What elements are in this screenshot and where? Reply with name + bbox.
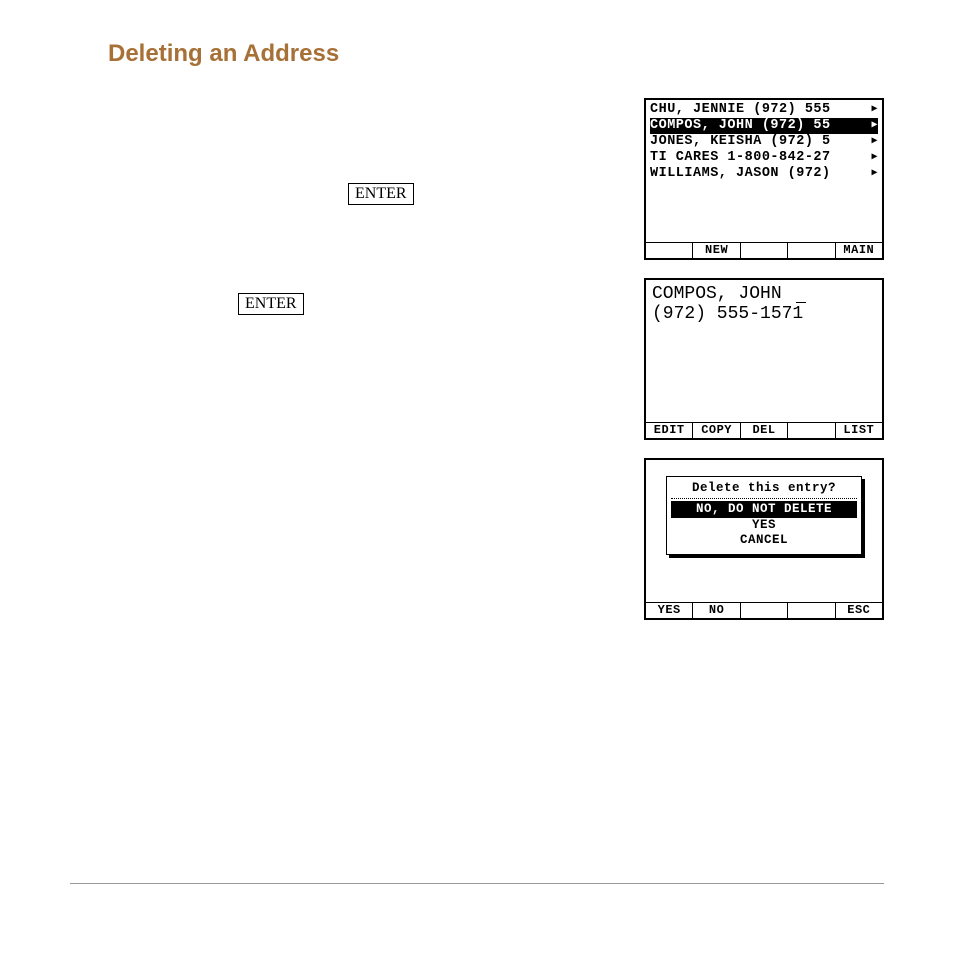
confirm-dialog: Delete this entry? NO, DO NOT DELETE YES… <box>666 476 862 555</box>
list-row[interactable]: JONES, KEISHA (972) 5 ▶ <box>650 134 878 150</box>
list-row[interactable]: COMPOS, JOHN (972) 55 ▶ <box>650 118 878 134</box>
menu-no[interactable]: NO <box>693 603 740 618</box>
screen1-body: CHU, JENNIE (972) 555 ▶ COMPOS, JOHN (97… <box>646 100 882 182</box>
menu-list[interactable]: LIST <box>836 423 882 438</box>
detail-phone: (972) 555-1571 <box>652 304 876 324</box>
enter-key-2-wrap: ENTER <box>238 293 304 315</box>
screen-address-detail: COMPOS, JOHN (972) 555-1571 EDIT COPY DE… <box>644 278 884 440</box>
row-text: TI CARES 1-800-842-27 <box>650 150 870 166</box>
menu-del[interactable]: DEL <box>741 423 788 438</box>
row-text: WILLIAMS, JASON (972) <box>650 166 870 182</box>
row-text: JONES, KEISHA (972) 5 <box>650 134 870 150</box>
enter-key: ENTER <box>348 183 414 205</box>
screens-column: CHU, JENNIE (972) 555 ▶ COMPOS, JOHN (97… <box>644 98 884 620</box>
detail-text: COMPOS, JOHN (972) 555-1571 <box>646 280 882 324</box>
scroll-arrow-icon: ▶ <box>870 102 878 118</box>
footer-rule <box>70 883 884 884</box>
enter-key: ENTER <box>238 293 304 315</box>
screen-address-list: CHU, JENNIE (972) 555 ▶ COMPOS, JOHN (97… <box>644 98 884 260</box>
cursor-underline <box>796 302 806 303</box>
enter-key-1-wrap: ENTER <box>348 183 414 205</box>
list-row[interactable]: CHU, JENNIE (972) 555 ▶ <box>650 102 878 118</box>
menu-copy[interactable]: COPY <box>693 423 740 438</box>
menu-slot[interactable] <box>788 423 835 438</box>
detail-name: COMPOS, JOHN <box>652 284 876 304</box>
list-row[interactable]: TI CARES 1-800-842-27 ▶ <box>650 150 878 166</box>
dialog-option-cancel[interactable]: CANCEL <box>671 533 857 548</box>
menu-slot[interactable] <box>646 243 693 258</box>
menu-new[interactable]: NEW <box>693 243 740 258</box>
instructions-column: ENTER ENTER <box>108 98 614 618</box>
row-text: CHU, JENNIE (972) 555 <box>650 102 870 118</box>
row-text: COMPOS, JOHN (972) 55 <box>650 118 870 134</box>
scroll-arrow-icon: ▶ <box>870 150 878 166</box>
section-heading: Deleting an Address <box>108 40 884 68</box>
menu-slot[interactable] <box>741 243 788 258</box>
dialog-title: Delete this entry? <box>671 481 857 499</box>
screen2-menu: EDIT COPY DEL LIST <box>646 422 882 438</box>
page: Deleting an Address ENTER ENTER CHU, JEN… <box>0 0 954 954</box>
screen3-menu: YES NO ESC <box>646 602 882 618</box>
menu-edit[interactable]: EDIT <box>646 423 693 438</box>
scroll-arrow-icon: ▶ <box>870 166 878 182</box>
screen-delete-confirm: Delete this entry? NO, DO NOT DELETE YES… <box>644 458 884 620</box>
scroll-arrow-icon: ▶ <box>870 134 878 150</box>
menu-slot[interactable] <box>788 603 835 618</box>
dialog-option-yes[interactable]: YES <box>671 518 857 533</box>
list-row[interactable]: WILLIAMS, JASON (972) ▶ <box>650 166 878 182</box>
dialog-option-no[interactable]: NO, DO NOT DELETE <box>671 501 857 518</box>
scroll-arrow-icon: ▶ <box>870 118 878 134</box>
content-row: ENTER ENTER CHU, JENNIE (972) 555 ▶ COMP… <box>108 98 884 620</box>
menu-esc[interactable]: ESC <box>836 603 882 618</box>
menu-yes[interactable]: YES <box>646 603 693 618</box>
screen1-menu: NEW MAIN <box>646 242 882 258</box>
menu-slot[interactable] <box>788 243 835 258</box>
menu-slot[interactable] <box>741 603 788 618</box>
menu-main[interactable]: MAIN <box>836 243 882 258</box>
